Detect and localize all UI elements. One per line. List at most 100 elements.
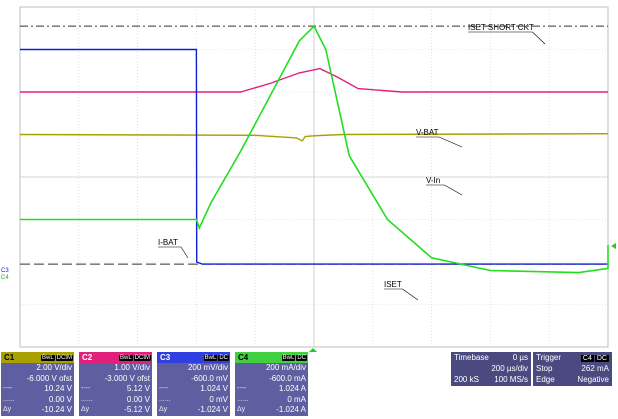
channel-panel-c4: C4 BwL DC 200 mA/div -600.0 mA ---- 1.024 A...… [235, 352, 308, 416]
channel-header: C3 BwL DC [157, 352, 230, 363]
channel-badge: BwL [118, 354, 133, 361]
channel-row-value: 10.24 V [44, 384, 72, 393]
channel-row: ...... 0 mV [157, 395, 230, 406]
trigger-level-marker [611, 243, 616, 249]
annotation-v-in: V-In [426, 176, 440, 185]
channel-row-label: ---- [3, 385, 13, 392]
channel-row-value: 5.12 V [126, 384, 150, 393]
channel-row-label: ---- [81, 385, 91, 392]
channel-row-label: Δy [3, 406, 12, 413]
channel-badges: BwL DC [281, 354, 307, 361]
annotation-i-bat: I-BAT [158, 238, 178, 247]
channel-header: C4 BwL DC [235, 352, 308, 363]
channel-row: 200 mA/div [235, 363, 308, 374]
channel-row-value: 0 mA [287, 394, 306, 404]
trigger-panel: Trigger C4 DC Stop 262 mA Edge Negative [533, 352, 612, 386]
trigger-position-marker [309, 348, 317, 352]
channel-row-value: 0.00 V [126, 394, 150, 404]
channel-id: C3 [160, 353, 171, 362]
channel-row-label: Δy [237, 406, 246, 413]
channel-row: -600.0 mA [235, 374, 308, 385]
annotation-leader [444, 184, 463, 196]
channel-row: ---- 10.24 V [1, 384, 74, 395]
timebase-offset: 0 µs [512, 353, 528, 362]
channel-id: C4 [238, 353, 249, 362]
annotation-leader [180, 246, 189, 259]
trace-i-bat [20, 24, 609, 274]
channel-row-value: -6.000 V ofst [26, 373, 72, 383]
trigger-label: Trigger [536, 353, 562, 362]
channel-row: ...... 0 mA [235, 395, 308, 406]
c3-marker: C3 [1, 268, 9, 274]
channel-header: C1 BwL DCtM [1, 352, 74, 363]
timebase-panel: Timebase 0 µs 200 µs/div 200 kS 100 MS/s [451, 352, 531, 386]
annotation-leader [438, 136, 463, 148]
channel-row-label: ...... [159, 395, 171, 403]
channel-row-value: -1.024 A [276, 405, 306, 414]
channel-row-label: ---- [237, 385, 247, 392]
oscilloscope-display: ISET SHORT CKT V-BAT V-In I-BAT ISET C3 C4 [1, 6, 616, 352]
channel-row: -6.000 V ofst [1, 374, 74, 385]
channel-badge: BwL [203, 354, 218, 361]
channel-row-value: 1.024 A [278, 384, 306, 393]
channel-row: 200 mV/div [157, 363, 230, 374]
channel-badge: DC [296, 354, 307, 361]
channel-row-value: 1.024 V [200, 384, 228, 393]
channel-row: ...... 0.00 V [1, 395, 74, 406]
trigger-slope: Negative [577, 375, 609, 384]
channel-row-value: 1.00 V/div [114, 363, 150, 372]
channel-badges: BwL DCtM [118, 354, 151, 361]
channel-row-label: ...... [81, 395, 93, 403]
trace-v-bat [20, 67, 608, 93]
channel-row-value: -1.024 V [197, 405, 228, 414]
channel-badges: BwL DC [203, 354, 229, 361]
channel-row-label: Δy [81, 406, 90, 413]
channel-row-value: -5.12 V [124, 405, 150, 414]
channel-badge: BwL [40, 354, 55, 361]
channel-row: 1.00 V/div [79, 363, 152, 374]
channel-row-label: ...... [237, 395, 249, 403]
channel-row-label: Δy [159, 406, 168, 413]
timebase-div: 200 µs/div [491, 364, 528, 373]
channel-badges: BwL DCtM [40, 354, 73, 361]
trigger-type: Edge [536, 375, 555, 384]
timebase-rate: 100 MS/s [494, 375, 528, 384]
channel-panel-c1: C1 BwL DCtM 2.00 V/div -6.000 V ofst ---- 10.2… [1, 352, 74, 416]
trace-iset [20, 48, 608, 265]
channel-row-value: -600.0 mV [191, 373, 228, 383]
channel-badge: BwL [281, 354, 296, 361]
channel-row: ---- 1.024 V [157, 384, 230, 395]
channel-row-label: ---- [159, 385, 169, 392]
trigger-source-badge: C4 DC [580, 355, 609, 362]
channel-panel-c3: C3 BwL DC 200 mV/div -600.0 mV ---- 1.024 V...… [157, 352, 230, 416]
timebase-samples: 200 kS [454, 375, 479, 384]
channel-row: Δy -5.12 V [79, 405, 152, 416]
annotation-v-bat: V-BAT [416, 128, 439, 137]
channel-row-value: 200 mA/div [265, 363, 306, 372]
channel-row-label: ...... [3, 395, 15, 403]
timebase-label: Timebase [454, 353, 489, 362]
annotation-leader [402, 288, 419, 301]
trigger-mode: Stop [536, 364, 553, 373]
c4-marker: C4 [1, 275, 9, 281]
trace-v-in [19, 133, 609, 142]
channel-row-value: 200 mV/div [187, 363, 228, 372]
trace-labels: ISET SHORT CKT V-BAT V-In I-BAT ISET [158, 23, 546, 301]
channel-row: Δy -1.024 V [157, 405, 230, 416]
channel-row-value: 0.00 V [48, 394, 72, 404]
channel-badge: DC [218, 354, 229, 361]
annotation-iset: ISET [384, 280, 402, 289]
channel-row: Δy -1.024 A [235, 405, 308, 416]
traces [19, 24, 609, 274]
channel-row: ...... 0.00 V [79, 395, 152, 406]
channel-row: Δy -10.24 V [1, 405, 74, 416]
channel-row: -3.000 V ofst [79, 374, 152, 385]
channel-id: C1 [4, 353, 15, 362]
annotation-leader [532, 31, 546, 45]
channel-row: ---- 5.12 V [79, 384, 152, 395]
annotation-iset-short-ckt: ISET SHORT CKT [468, 23, 534, 32]
channel-row-value: -600.0 mA [269, 373, 306, 383]
channel-badge: DCtM [55, 354, 73, 361]
trigger-level: 262 mA [581, 364, 609, 373]
channel-id: C2 [82, 353, 93, 362]
